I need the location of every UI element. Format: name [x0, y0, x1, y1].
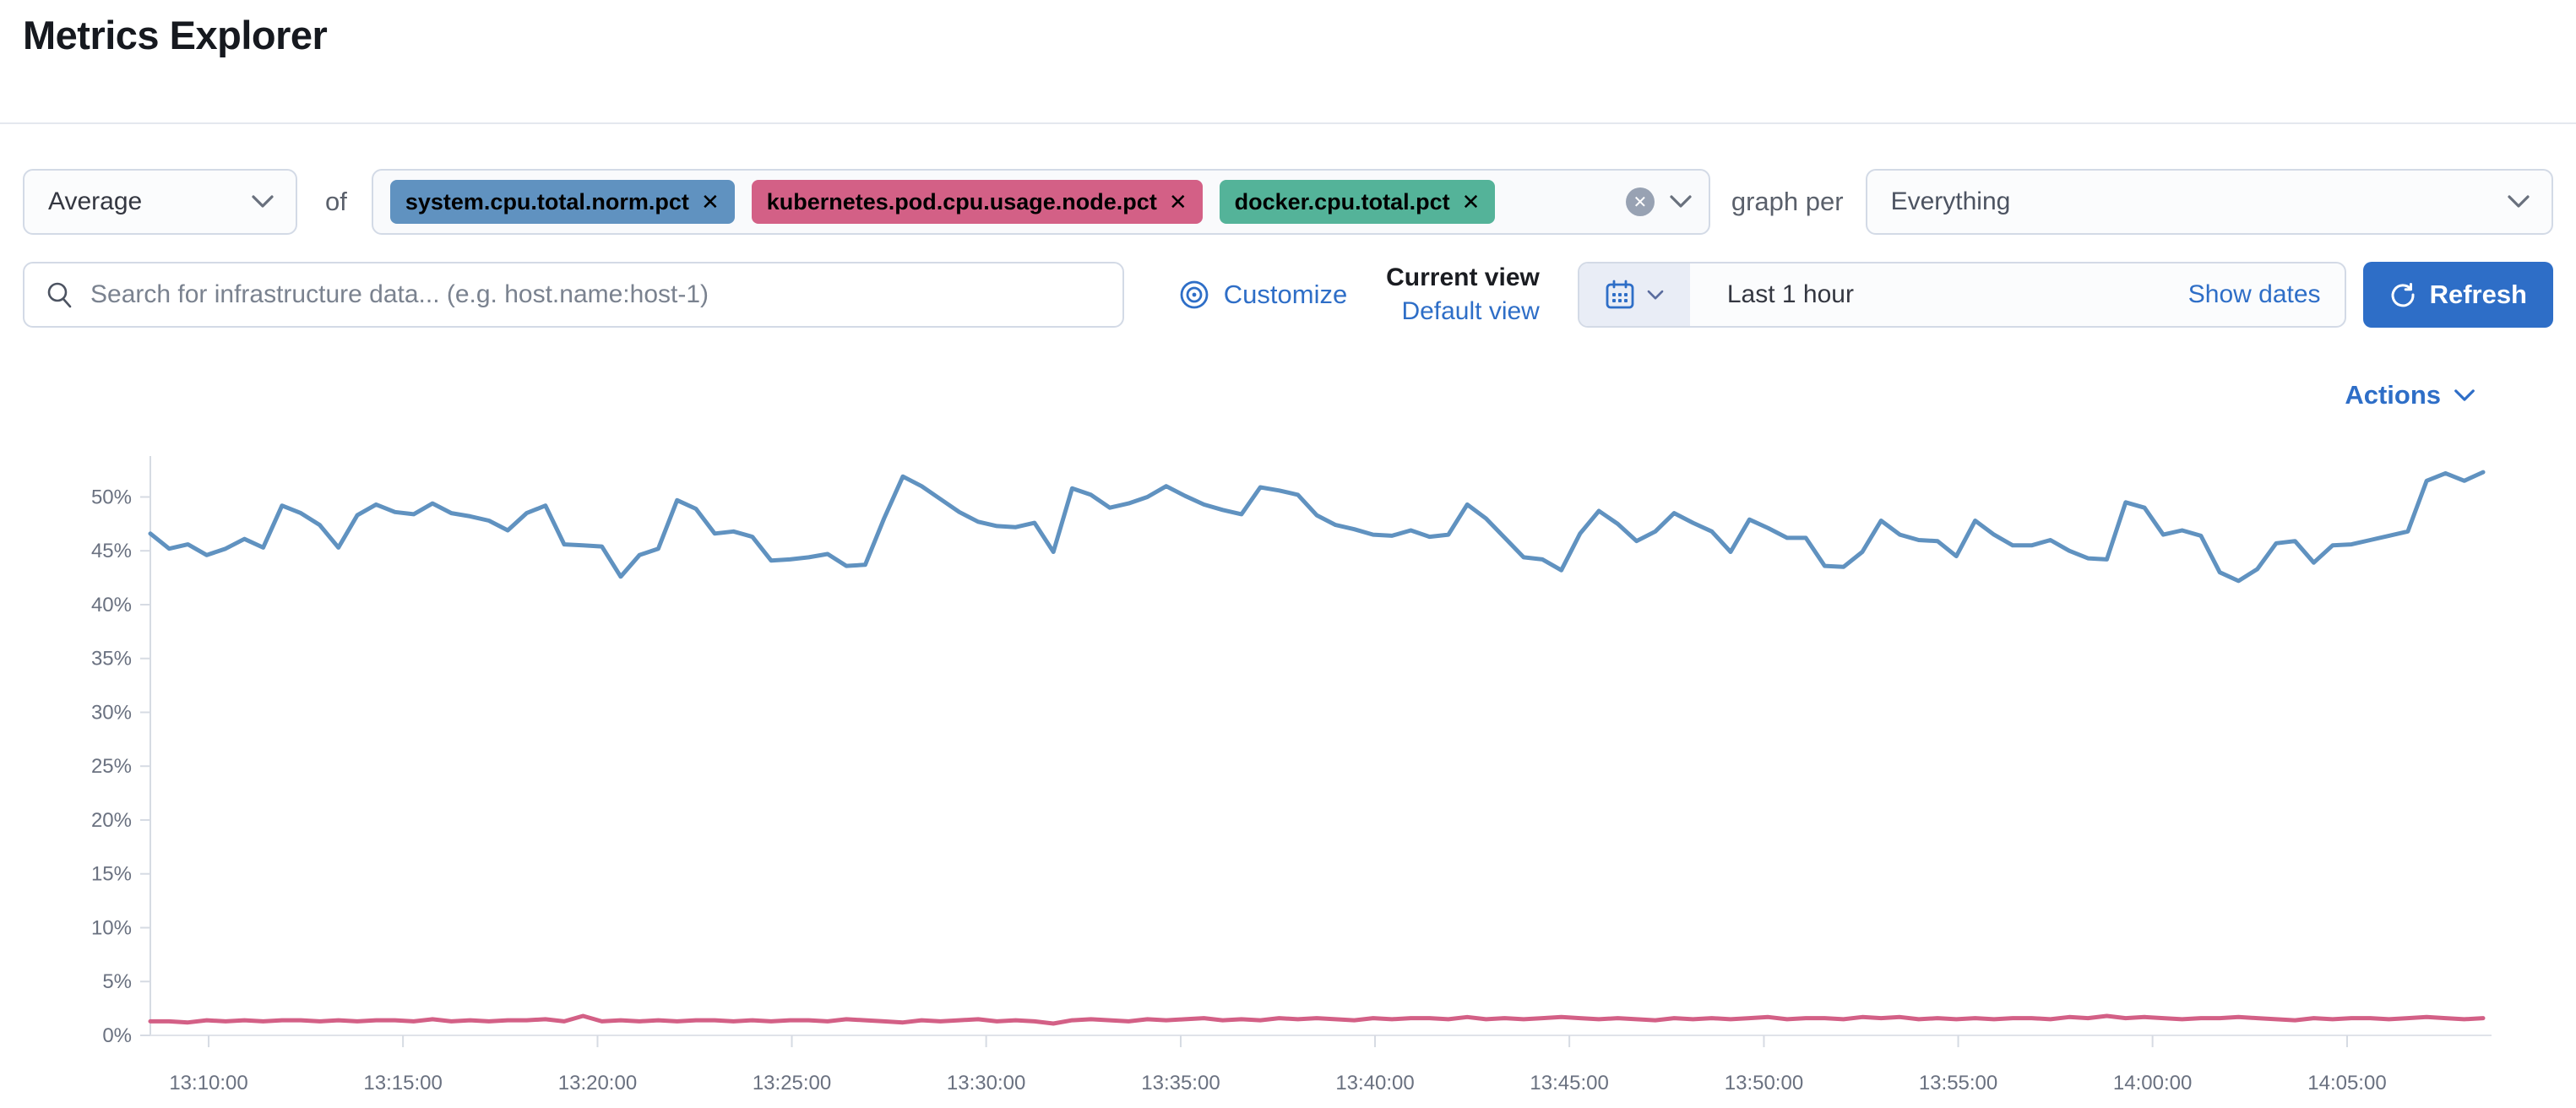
- svg-text:13:45:00: 13:45:00: [1530, 1072, 1608, 1094]
- chevron-down-icon[interactable]: [1668, 193, 1693, 210]
- series-line-0: [148, 470, 2486, 584]
- svg-text:13:40:00: 13:40:00: [1335, 1072, 1414, 1094]
- series-line-1: [148, 1013, 2486, 1026]
- combobox-controls: ✕: [1625, 187, 1693, 216]
- svg-text:35%: 35%: [91, 648, 132, 671]
- calendar-icon: [1606, 280, 1634, 309]
- header-divider: [0, 122, 2576, 124]
- customize-label: Customize: [1223, 280, 1348, 309]
- chevron-down-icon: [2454, 388, 2475, 401]
- quick-select-button[interactable]: [1579, 263, 1690, 326]
- query-toolbar: Customize Current view Default view Last…: [23, 262, 2553, 328]
- remove-metric-icon[interactable]: ✕: [1168, 189, 1187, 215]
- time-range-value[interactable]: Last 1 hour: [1726, 280, 1854, 308]
- svg-text:14:00:00: 14:00:00: [2113, 1072, 2192, 1094]
- current-view-label: Current view: [1386, 263, 1540, 291]
- of-label: of: [325, 187, 347, 216]
- svg-text:30%: 30%: [91, 701, 132, 724]
- page-title: Metrics Explorer: [23, 13, 328, 57]
- svg-text:20%: 20%: [91, 809, 132, 832]
- chevron-down-icon: [2508, 195, 2530, 208]
- refresh-label: Refresh: [2429, 280, 2527, 309]
- svg-text:15%: 15%: [91, 863, 132, 886]
- aggregation-value: Average: [48, 187, 143, 215]
- refresh-button[interactable]: Refresh: [2362, 262, 2553, 328]
- svg-text:5%: 5%: [102, 970, 132, 993]
- svg-text:13:10:00: 13:10:00: [169, 1072, 247, 1094]
- svg-text:13:25:00: 13:25:00: [753, 1072, 831, 1094]
- metric-badge[interactable]: system.cpu.total.norm.pct ✕: [389, 180, 735, 224]
- metrics-chart-svg[interactable]: 0% 5% 10% 15% 20% 25% 30% 35% 40% 45% 50% 13:10:00 1…: [0, 456, 2576, 1108]
- remove-metric-icon[interactable]: ✕: [1461, 189, 1481, 215]
- search-field: [23, 262, 1124, 328]
- svg-text:0%: 0%: [102, 1024, 132, 1047]
- eye-icon: [1180, 280, 1209, 309]
- svg-text:13:35:00: 13:35:00: [1141, 1072, 1220, 1094]
- svg-text:14:05:00: 14:05:00: [2307, 1072, 2386, 1094]
- customize-button[interactable]: Customize: [1178, 262, 1347, 328]
- metric-badge[interactable]: kubernetes.pod.cpu.usage.node.pct ✕: [751, 180, 1203, 224]
- group-by-value: Everything: [1890, 187, 2011, 215]
- svg-text:40%: 40%: [91, 594, 132, 616]
- svg-text:13:30:00: 13:30:00: [947, 1072, 1025, 1094]
- metric-combobox[interactable]: system.cpu.total.norm.pct ✕ kubernetes.p…: [371, 169, 1710, 235]
- metric-badge-label: docker.cpu.total.pct: [1234, 188, 1450, 215]
- aggregation-select[interactable]: Average: [23, 169, 297, 235]
- metrics-toolbar: Average of system.cpu.total.norm.pct ✕ k…: [23, 169, 2553, 235]
- chevron-down-icon: [252, 195, 274, 208]
- show-dates-button[interactable]: Show dates: [2187, 280, 2321, 308]
- search-input[interactable]: [90, 280, 1102, 309]
- svg-text:45%: 45%: [91, 540, 132, 562]
- date-picker: Last 1 hour Show dates: [1577, 262, 2346, 328]
- svg-text:10%: 10%: [91, 916, 132, 939]
- search-icon: [47, 282, 72, 308]
- actions-menu-button[interactable]: Actions: [2345, 380, 2476, 410]
- clear-all-icon[interactable]: ✕: [1625, 187, 1655, 216]
- remove-metric-icon[interactable]: ✕: [700, 189, 720, 215]
- svg-text:50%: 50%: [91, 486, 132, 508]
- metrics-chart[interactable]: 0% 5% 10% 15% 20% 25% 30% 35% 40% 45% 50% 13:10:00 1…: [0, 456, 2576, 1108]
- view-selector: Current view Default view: [1362, 262, 1540, 328]
- metric-badge-label: system.cpu.total.norm.pct: [405, 188, 689, 215]
- svg-text:13:50:00: 13:50:00: [1725, 1072, 1803, 1094]
- svg-text:13:20:00: 13:20:00: [558, 1072, 637, 1094]
- svg-text:13:55:00: 13:55:00: [1919, 1072, 1997, 1094]
- refresh-icon: [2391, 283, 2415, 307]
- chevron-down-icon: [1647, 290, 1664, 299]
- graph-per-label: graph per: [1731, 187, 1844, 216]
- metric-badges: system.cpu.total.norm.pct ✕ kubernetes.p…: [389, 180, 1626, 224]
- group-by-select[interactable]: Everything: [1865, 169, 2553, 235]
- svg-text:13:15:00: 13:15:00: [363, 1072, 442, 1094]
- svg-text:25%: 25%: [91, 755, 132, 778]
- actions-label: Actions: [2345, 380, 2441, 410]
- metric-badge-label: kubernetes.pod.cpu.usage.node.pct: [766, 188, 1157, 215]
- default-view-link[interactable]: Default view: [1401, 297, 1540, 325]
- metric-badge[interactable]: docker.cpu.total.pct ✕: [1219, 180, 1496, 224]
